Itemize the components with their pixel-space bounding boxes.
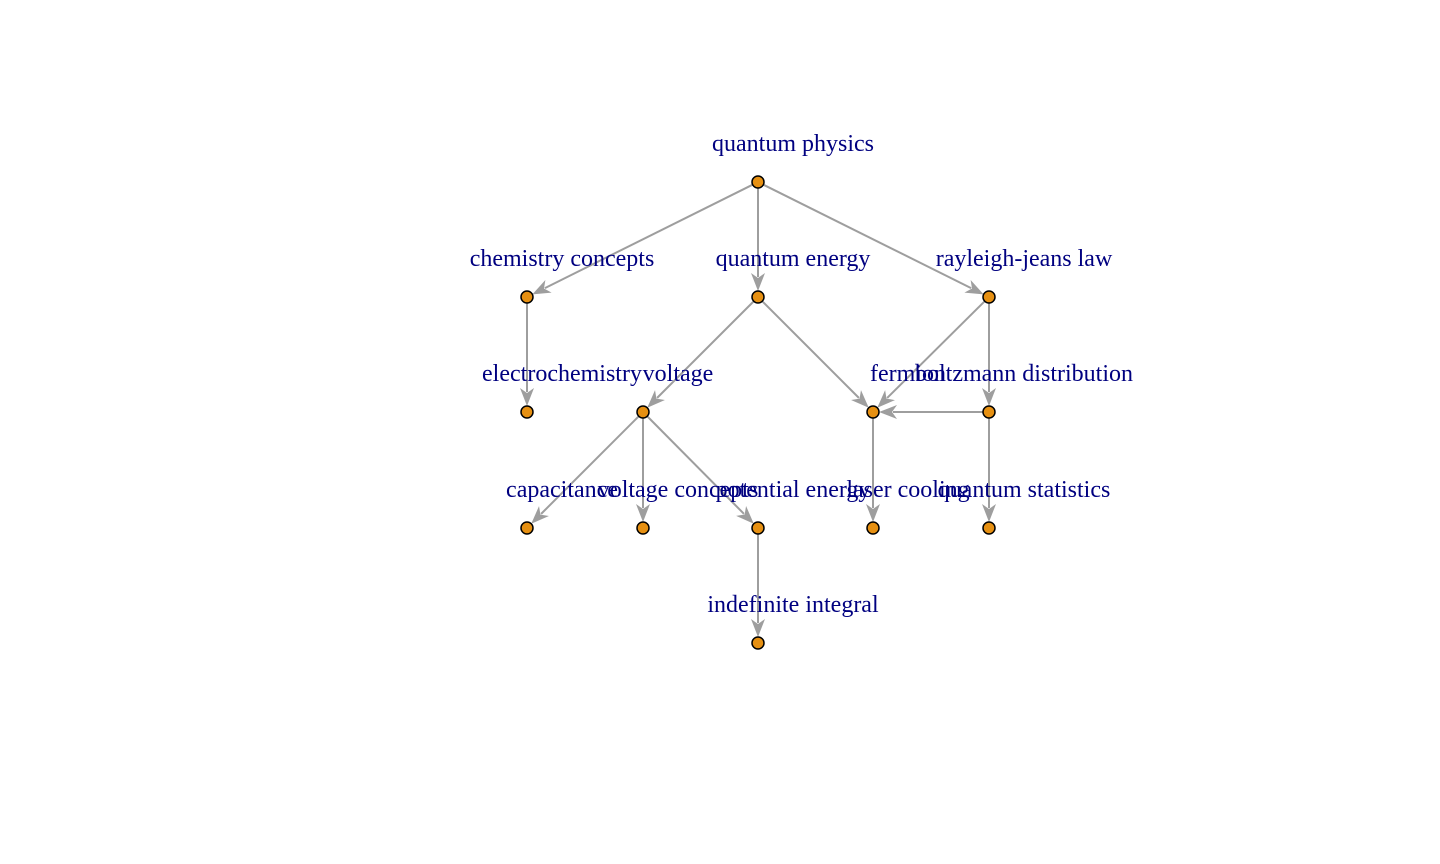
edge-quantum-energy-to-fermion bbox=[761, 300, 860, 399]
arrowhead-chemistry-concepts-to-electrochemistry bbox=[520, 388, 534, 406]
edge-quantum-energy-to-voltage bbox=[656, 300, 755, 399]
node-label-indefinite-integral: indefinite integral bbox=[707, 592, 879, 618]
arrowhead-quantum-energy-to-voltage bbox=[647, 390, 665, 408]
node-label-potential-energy: potential energy bbox=[716, 477, 871, 503]
nodes-layer bbox=[520, 175, 996, 650]
node-potential-energy bbox=[751, 521, 765, 535]
node-label-rayleigh-jeans: rayleigh-jeans law bbox=[936, 246, 1113, 272]
arrowhead-quantum-physics-to-chemistry-concepts bbox=[532, 280, 552, 295]
node-boltzmann bbox=[982, 405, 996, 419]
node-voltage-concepts bbox=[636, 521, 650, 535]
node-capacitance bbox=[520, 521, 534, 535]
labels-layer: quantum physics chemistry concepts quantum… bbox=[470, 131, 1133, 618]
node-label-quantum-energy: quantum energy bbox=[716, 246, 871, 272]
arrowhead-voltage-to-capacitance bbox=[531, 506, 549, 524]
node-voltage bbox=[636, 405, 650, 419]
arrowhead-quantum-physics-to-quantum-energy bbox=[751, 273, 765, 291]
arrowhead-boltzmann-to-fermion bbox=[879, 405, 897, 419]
node-label-laser-cooling: laser cooling bbox=[846, 477, 969, 503]
edge-voltage-to-capacitance bbox=[540, 415, 640, 515]
node-label-quantum-physics: quantum physics bbox=[712, 131, 874, 157]
node-label-voltage-concepts: voltage concepts bbox=[598, 477, 759, 503]
node-electrochemistry bbox=[520, 405, 534, 419]
node-label-capacitance: capacitance bbox=[506, 477, 618, 503]
node-label-voltage: voltage bbox=[643, 361, 714, 387]
node-quantum-statistics bbox=[982, 521, 996, 535]
node-chemistry-concepts bbox=[520, 290, 534, 304]
edges-layer bbox=[520, 183, 996, 637]
arrowhead-quantum-physics-to-rayleigh-jeans bbox=[964, 280, 984, 295]
arrowhead-voltage-to-voltage-concepts bbox=[636, 504, 650, 522]
arrowhead-rayleigh-jeans-to-fermion bbox=[877, 390, 895, 408]
node-label-boltzmann: boltzmann distribution bbox=[915, 361, 1133, 387]
edge-quantum-physics-to-rayleigh-jeans bbox=[762, 183, 972, 289]
node-quantum-physics bbox=[751, 175, 765, 189]
arrowhead-rayleigh-jeans-to-boltzmann bbox=[982, 388, 996, 406]
edge-rayleigh-jeans-to-fermion bbox=[886, 300, 986, 399]
node-fermion bbox=[866, 405, 880, 419]
node-label-electrochemistry: electrochemistry bbox=[482, 361, 642, 387]
edge-voltage-to-potential-energy bbox=[646, 415, 745, 515]
node-laser-cooling bbox=[866, 521, 880, 535]
arrowhead-potential-energy-to-indefinite-integral bbox=[751, 619, 765, 637]
node-label-chemistry-concepts: chemistry concepts bbox=[470, 246, 655, 272]
arrowhead-voltage-to-potential-energy bbox=[736, 506, 754, 524]
arrowhead-boltzmann-to-quantum-statistics bbox=[982, 504, 996, 522]
edge-quantum-physics-to-chemistry-concepts bbox=[544, 183, 754, 289]
node-indefinite-integral bbox=[751, 636, 765, 650]
arrowhead-fermion-to-laser-cooling bbox=[866, 504, 880, 522]
node-label-fermion: fermion bbox=[870, 361, 946, 387]
node-quantum-energy bbox=[751, 290, 765, 304]
node-label-quantum-statistics: quantum statistics bbox=[938, 477, 1111, 503]
arrowhead-quantum-energy-to-fermion bbox=[851, 390, 869, 408]
node-rayleigh-jeans bbox=[982, 290, 996, 304]
